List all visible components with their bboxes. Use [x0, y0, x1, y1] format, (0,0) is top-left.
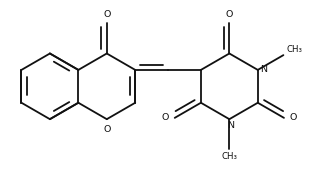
Text: O: O — [103, 125, 110, 134]
Text: O: O — [103, 10, 110, 19]
Text: O: O — [289, 113, 297, 122]
Text: O: O — [162, 113, 169, 122]
Text: O: O — [226, 10, 233, 19]
Text: CH₃: CH₃ — [286, 45, 302, 54]
Text: CH₃: CH₃ — [221, 152, 237, 161]
Text: N: N — [227, 121, 234, 130]
Text: N: N — [260, 65, 268, 74]
